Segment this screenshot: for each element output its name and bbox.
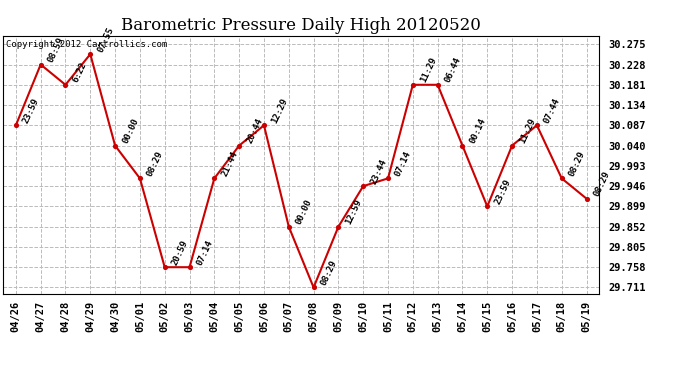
Text: 07:14: 07:14 [393,149,413,178]
Text: 23:59: 23:59 [21,96,41,124]
Point [159,264,170,270]
Point [581,196,592,202]
Text: 00:00: 00:00 [295,198,314,226]
Point [135,176,146,181]
Text: 00:14: 00:14 [468,117,488,145]
Point [432,82,443,88]
Text: 00:00: 00:00 [121,117,140,145]
Point [85,51,96,57]
Point [357,183,368,189]
Text: 07:44: 07:44 [542,96,562,124]
Text: 6:22: 6:22 [71,61,88,84]
Text: 12:59: 12:59 [344,198,364,226]
Point [457,142,468,148]
Text: 12:29: 12:29 [270,96,289,124]
Text: 20:59: 20:59 [170,238,190,266]
Point [333,224,344,230]
Point [234,142,245,148]
Text: 23:59: 23:59 [493,177,513,206]
Point [482,203,493,209]
Text: 11:29: 11:29 [418,56,438,84]
Text: 20:44: 20:44 [245,117,264,145]
Text: 11:29: 11:29 [518,117,537,145]
Point [382,176,393,181]
Point [10,122,21,128]
Text: 07:14: 07:14 [195,238,215,266]
Point [407,82,418,88]
Point [259,122,270,128]
Point [506,142,518,148]
Text: 08:29: 08:29 [146,149,165,178]
Point [184,264,195,270]
Point [556,176,567,181]
Text: 08:59: 08:59 [46,36,66,64]
Text: 23:44: 23:44 [368,157,388,185]
Title: Barometric Pressure Daily High 20120520: Barometric Pressure Daily High 20120520 [121,17,481,34]
Point [110,142,121,148]
Point [531,122,542,128]
Text: Copyright 2012 Cartrollics.com: Copyright 2012 Cartrollics.com [6,39,168,48]
Text: 08:29: 08:29 [319,258,339,287]
Point [284,224,295,230]
Point [209,176,220,181]
Text: 07:55: 07:55 [96,25,115,53]
Point [35,62,46,68]
Text: 21:44: 21:44 [220,149,239,178]
Text: 08:29: 08:29 [567,149,586,178]
Text: 06:44: 06:44 [443,56,463,84]
Point [60,82,71,88]
Text: 08:29: 08:29 [592,170,611,198]
Point [308,285,319,291]
